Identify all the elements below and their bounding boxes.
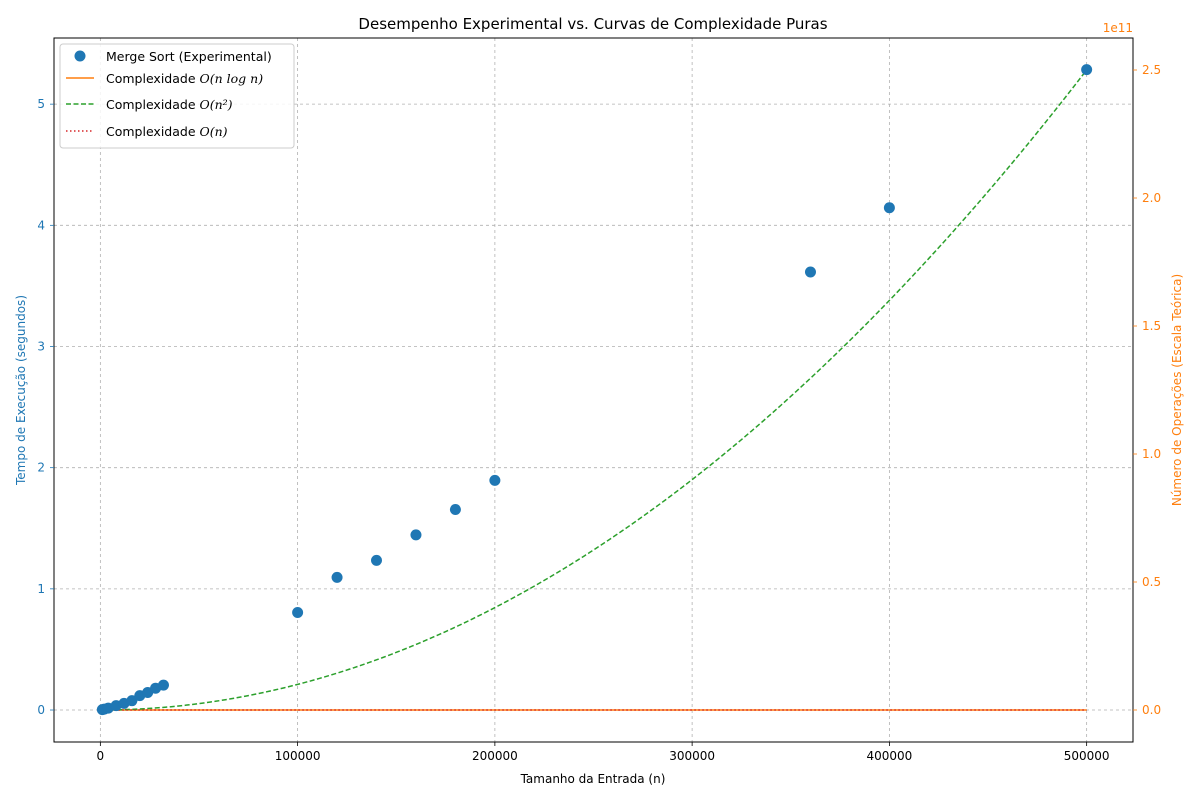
data-point — [126, 695, 138, 707]
y-axis-right-offset-label: 1e11 — [1103, 21, 1133, 35]
y-left-tick-label: 0 — [37, 703, 45, 717]
x-tick-label: 100000 — [275, 749, 321, 763]
x-tick-label: 500000 — [1064, 749, 1110, 763]
y-right-tick-label: 0.5 — [1142, 575, 1161, 589]
legend-label-n2: Complexidade O(n²) — [106, 97, 233, 112]
data-point — [1081, 64, 1093, 76]
data-point — [449, 503, 461, 515]
legend-item-nlogn: Complexidade O(n log n) — [66, 71, 263, 86]
legend-item-experimental: Merge Sort (Experimental) — [74, 49, 272, 64]
legend-item-n: Complexidade O(n) — [66, 124, 228, 139]
y-left-tick-label: 4 — [37, 218, 45, 232]
x-axis-ticks: 0 100000 200000 300000 400000 500000 — [97, 742, 1110, 763]
legend-item-n2: Complexidade O(n²) — [66, 97, 233, 112]
x-axis-label: Tamanho da Entrada (n) — [520, 772, 666, 786]
y-axis-left-label: Tempo de Execução (segundos) — [14, 295, 28, 486]
data-point — [292, 606, 304, 618]
y-axis-right-label: Número de Operações (Escala Teórica) — [1170, 274, 1184, 506]
y-left-tick-label: 5 — [37, 97, 45, 111]
data-point — [804, 266, 816, 278]
y-right-tick-label: 1.5 — [1142, 319, 1161, 333]
legend-marker-points — [74, 50, 86, 62]
x-tick-label: 400000 — [866, 749, 912, 763]
x-tick-label: 200000 — [472, 749, 518, 763]
data-point — [489, 474, 501, 486]
plot-frame — [53, 37, 1134, 743]
y-axis-left-ticks: 0 1 2 3 4 5 — [37, 97, 54, 717]
legend-label-nlogn: Complexidade O(n log n) — [106, 71, 263, 86]
legend-frame — [59, 43, 295, 149]
legend: Merge Sort (Experimental) Complexidade O… — [59, 43, 295, 149]
x-tick-label: 300000 — [669, 749, 715, 763]
data-point — [371, 554, 383, 566]
y-right-tick-label: 2.0 — [1142, 191, 1161, 205]
data-point — [883, 202, 895, 214]
data-point — [157, 679, 169, 691]
y-right-tick-label: 2.5 — [1142, 63, 1161, 77]
legend-label-experimental: Merge Sort (Experimental) — [106, 49, 272, 64]
data-point — [331, 571, 343, 583]
series-line-n2 — [102, 69, 1088, 711]
y-right-tick-label: 0.0 — [1142, 703, 1161, 717]
y-axis-right-ticks: 0.0 0.5 1.0 1.5 2.0 2.5 — [1133, 63, 1161, 717]
y-left-tick-label: 3 — [37, 339, 45, 353]
y-left-tick-label: 2 — [37, 461, 45, 475]
x-tick-label: 0 — [97, 749, 105, 763]
y-left-tick-label: 1 — [37, 582, 45, 596]
complexity-curves — [102, 69, 1088, 711]
y-right-tick-label: 1.0 — [1142, 447, 1161, 461]
data-point — [410, 529, 422, 541]
chart-title: Desempenho Experimental vs. Curvas de Co… — [358, 15, 827, 33]
legend-label-n: Complexidade O(n) — [106, 124, 228, 139]
experimental-points — [96, 64, 1093, 716]
